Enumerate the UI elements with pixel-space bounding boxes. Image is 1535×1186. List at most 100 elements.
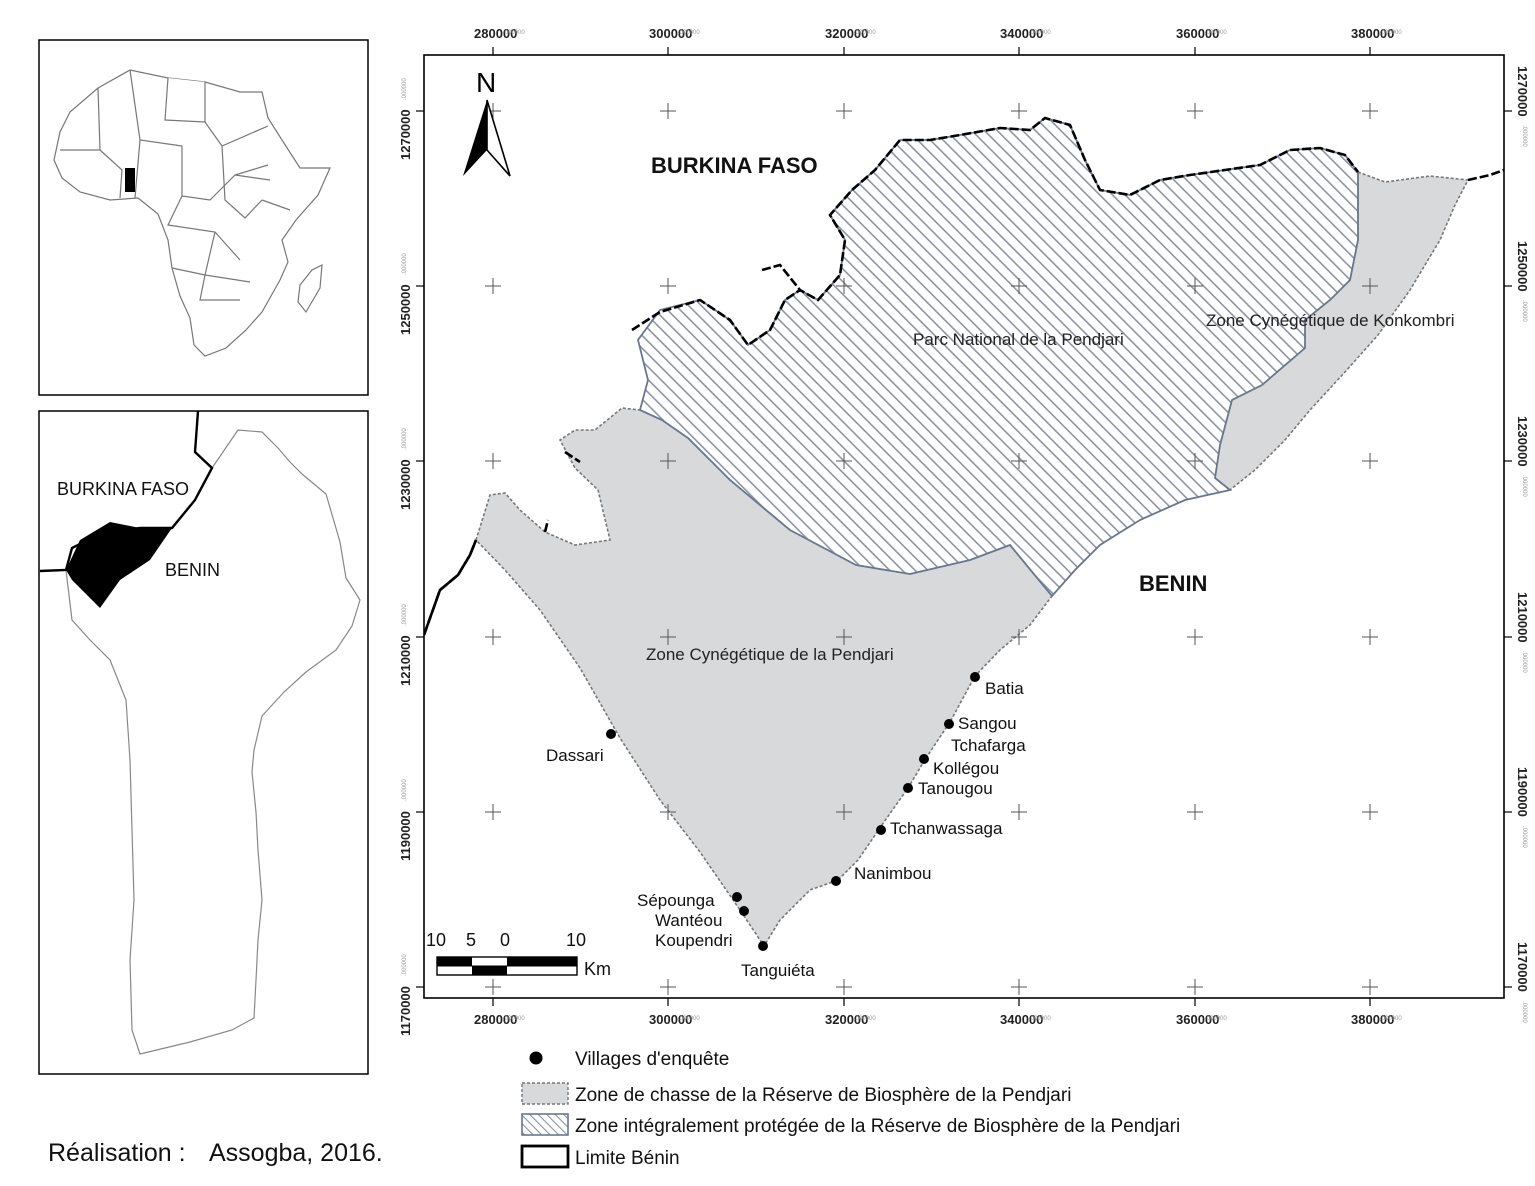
axis-tick-marks: [416, 47, 1512, 1006]
pendjari-area-inset: [66, 522, 172, 608]
tick-decimals: .000000: [402, 604, 408, 626]
legend-label: Zone de chasse de la Réserve de Biosphèr…: [575, 1085, 1071, 1106]
x-tick-bottom-label: 320000: [825, 1012, 868, 1027]
village-label: Koupendri: [655, 931, 733, 950]
x-tick-bottom-label: 360000: [1176, 1012, 1219, 1027]
y-tick-left-label: 1230000: [398, 459, 413, 510]
x-tick-bottom-label: 280000: [474, 1012, 517, 1027]
tick-decimals: .000000: [402, 78, 408, 100]
benin-outline: [65, 429, 361, 1055]
north-label: N: [476, 67, 496, 98]
benin-highlight: [125, 168, 135, 192]
village-dot-tanougou: [903, 783, 913, 793]
tick-decimals: .000000: [503, 1016, 525, 1022]
y-tick-left-label: 1170000: [398, 986, 413, 1036]
y-tick-right-label: 1270000: [1515, 66, 1530, 117]
y-tick-right-label: 1250000: [1515, 241, 1530, 292]
tick-decimals: .000000: [1521, 125, 1527, 147]
village-label: Sangou: [958, 714, 1017, 733]
y-tick-left-label: 1210000: [398, 635, 413, 686]
legend-label: Villages d'enquête: [575, 1049, 729, 1070]
tick-decimals: .000000: [1521, 1001, 1527, 1023]
tick-decimals: .000000: [1380, 30, 1402, 36]
tick-decimals: .000000: [854, 30, 876, 36]
tick-decimals: .000000: [1521, 475, 1527, 497]
x-tick-top-label: 340000: [1000, 26, 1043, 41]
inset-benin-label: BENIN: [165, 560, 220, 580]
x-tick-bottom-label: 300000: [649, 1012, 692, 1027]
village-dot-kollegou: [919, 754, 929, 764]
village-label: Tchanwassaga: [890, 819, 1003, 838]
tick-decimals: .000000: [1380, 1016, 1402, 1022]
y-tick-left-label: 1250000: [398, 284, 413, 335]
village-label: Sépounga: [637, 891, 715, 910]
scale-label: 0: [500, 930, 510, 950]
village-dot-sangou: [944, 719, 954, 729]
village-label: Wantéou: [655, 911, 722, 930]
village-dot-wanteou: [739, 906, 749, 916]
tick-decimals: .000000: [402, 428, 408, 450]
y-axis-left: 1270000 1250000 1230000 1210000 1190000 …: [398, 78, 413, 1036]
tick-decimals: .000000: [1521, 826, 1527, 848]
village-dot-dassari: [606, 729, 616, 739]
legend-border-swatch: [520, 1144, 570, 1169]
x-tick-top-label: 380000: [1351, 26, 1394, 41]
tick-decimals: .000000: [1029, 30, 1051, 36]
village-label: Tanougou: [918, 779, 993, 798]
zone-cynegetique-pendjari: [475, 407, 1054, 948]
y-tick-right-label: 1230000: [1515, 416, 1530, 467]
zone-label-zc-pendjari: Zone Cynégétique de la Pendjari: [646, 645, 894, 664]
y-axis-right: 1270000 1250000 1230000 1210000 1190000 …: [1515, 66, 1530, 1023]
tick-decimals: .000000: [503, 30, 525, 36]
legend-hatch-swatch: [521, 1113, 569, 1136]
x-tick-top-label: 320000: [825, 26, 868, 41]
scale-bar: 10 5 0 10 Km: [426, 930, 611, 979]
benin-border-line: [424, 116, 1504, 636]
zone-label-parc: Parc National de la Pendjari: [913, 330, 1124, 349]
village-dot-sepounga: [732, 892, 742, 902]
tick-decimals: .000000: [402, 779, 408, 801]
village-dot-batia: [970, 672, 980, 682]
x-tick-bottom-label: 340000: [1000, 1012, 1043, 1027]
village-label: Tchafarga: [951, 736, 1026, 755]
legend-village-dot: [529, 1051, 543, 1065]
y-tick-right-label: 1210000: [1515, 592, 1530, 643]
tick-decimals: .000000: [854, 1016, 876, 1022]
tick-decimals: .000000: [678, 30, 700, 36]
x-axis-bottom: 280000 300000 320000 340000 360000 38000…: [474, 1012, 1402, 1027]
zone-label-konkombri: Zone Cynégétique de Konkombri: [1206, 311, 1455, 330]
tick-decimals: .000000: [402, 954, 408, 976]
graticule-crosses: [485, 103, 1378, 995]
y-tick-right-label: 1190000: [1515, 767, 1530, 817]
village-label: Dassari: [546, 746, 604, 765]
y-tick-right-label: 1170000: [1515, 942, 1530, 992]
legend-label: Zone intégralement protégée de la Réserv…: [575, 1116, 1180, 1137]
north-arrow-icon: N: [463, 67, 511, 177]
village-label: Batia: [985, 679, 1024, 698]
tick-decimals: .000000: [1521, 300, 1527, 322]
legend-hunting-swatch: [521, 1082, 569, 1105]
tick-decimals: .000000: [402, 253, 408, 275]
inset-burkina-label: BURKINA FASO: [57, 479, 189, 499]
credit-label: Réalisation :: [48, 1139, 186, 1167]
village-labels: Batia Sangou Tchafarga Kollégou Tanougou…: [546, 679, 1026, 980]
x-tick-top-label: 360000: [1176, 26, 1219, 41]
village-label: Tanguiéta: [741, 961, 815, 980]
x-tick-top-label: 300000: [649, 26, 692, 41]
tick-decimals: .000000: [1205, 1016, 1227, 1022]
legend: Villages d'enquête Zone de chasse de la …: [520, 1049, 1180, 1169]
tick-decimals: .000000: [1029, 1016, 1051, 1022]
benin-border-west: [424, 539, 478, 636]
village-dot-nanimbou: [831, 876, 841, 886]
tick-decimals: .000000: [1205, 30, 1227, 36]
africa-outline: [53, 69, 331, 357]
x-axis-top: 280000 300000 320000 340000 360000 38000…: [474, 26, 1402, 41]
village-label: Nanimbou: [854, 864, 932, 883]
country-label-benin: BENIN: [1139, 571, 1207, 596]
tick-decimals: .000000: [1521, 651, 1527, 673]
y-tick-left-label: 1190000: [398, 811, 413, 861]
village-dot-tchanwassaga: [876, 825, 886, 835]
credit-value: Assogba, 2016.: [209, 1139, 383, 1167]
scale-label: 5: [466, 930, 476, 950]
